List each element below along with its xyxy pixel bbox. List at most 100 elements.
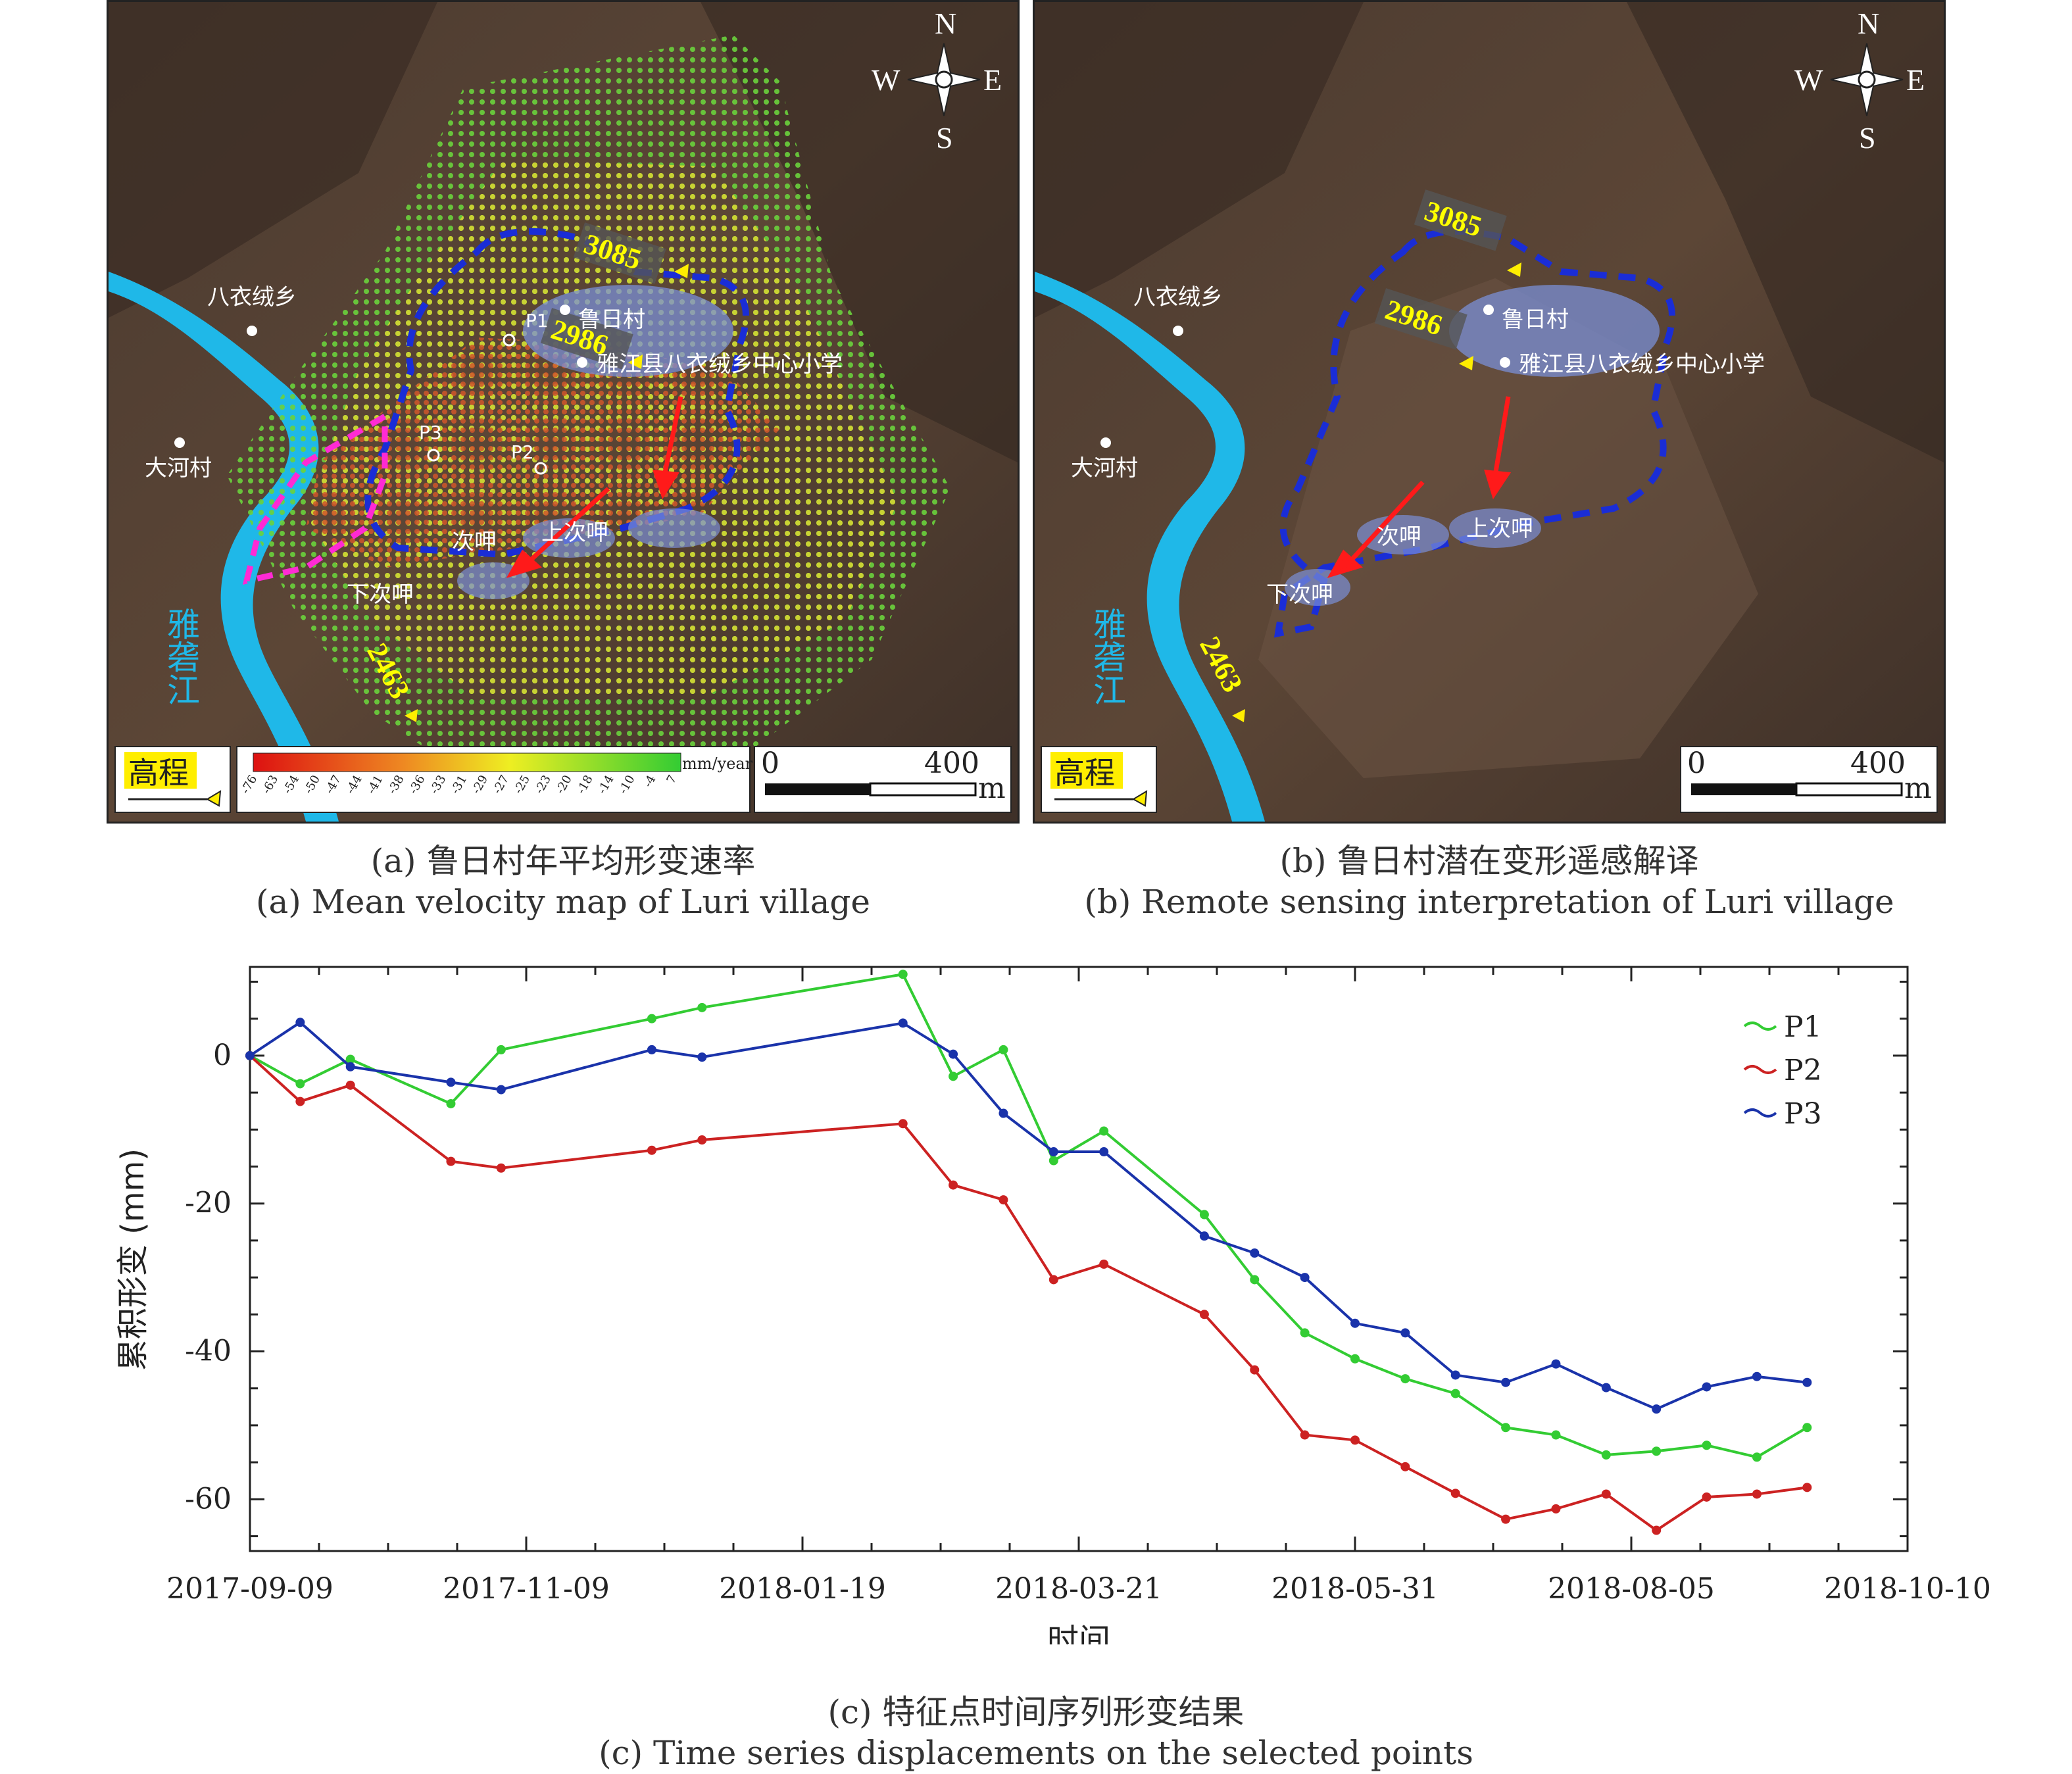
- data-point-p2: [295, 1096, 305, 1106]
- panel-b-map: 3085 2986 2463 八衣绒乡 大河村 鲁日村 雅江县八衣绒乡中心小学 …: [1033, 0, 1946, 824]
- data-point-p1: [949, 1072, 958, 1081]
- data-point-p3: [898, 1018, 908, 1028]
- elevation-legend-label: 高程: [1054, 755, 1115, 791]
- svg-text:E: E: [983, 63, 1002, 97]
- data-point-p1: [1601, 1450, 1611, 1460]
- compass-icon: N S E W: [1794, 7, 1925, 155]
- data-point-p3: [1400, 1328, 1410, 1338]
- data-point-p1: [647, 1014, 656, 1023]
- data-point-p1: [1300, 1328, 1310, 1338]
- data-point-p3: [295, 1018, 305, 1027]
- time-series-chart: 0 -20 -40 -60 2017-09-09 2017-11-09 2018-01-19…: [114, 966, 1991, 1659]
- caption-a-cn: (a) 鲁日村年平均形变速率: [370, 842, 756, 880]
- elevation-legend: 高程: [1041, 746, 1157, 813]
- x-tick-label: 2018-10-10: [1824, 1572, 1991, 1606]
- y-tick-label: 0: [213, 1039, 232, 1072]
- data-point-p3: [647, 1045, 656, 1054]
- elevation-legend-label: 高程: [128, 755, 189, 791]
- x-tick-label: 2018-05-31: [1271, 1572, 1439, 1606]
- legend-label-p2: P2: [1784, 1054, 1822, 1087]
- data-point-p2: [1199, 1310, 1209, 1319]
- data-point-p1: [1048, 1156, 1058, 1166]
- svg-text:雅砻江: 雅砻江: [1088, 607, 1126, 706]
- data-point-p3: [999, 1108, 1008, 1118]
- elevation-legend: 高程: [114, 746, 231, 813]
- data-point-p1: [697, 1002, 707, 1012]
- caption-b: (b) 鲁日村潜在变形遥感解译 (b) Remote sensing inter…: [1033, 841, 1946, 922]
- svg-text:0: 0: [1687, 747, 1706, 780]
- data-point-p3: [1099, 1147, 1109, 1157]
- x-tick-label: 2017-09-09: [166, 1572, 333, 1606]
- data-point-p3: [1802, 1377, 1812, 1387]
- data-point-p3: [1501, 1377, 1511, 1387]
- legend-label-p1: P1: [1784, 1010, 1822, 1044]
- data-point-p1: [1450, 1389, 1460, 1398]
- data-point-p3: [1652, 1404, 1662, 1414]
- place-label: 雅江县八衣绒乡中心小学: [1519, 351, 1765, 378]
- data-point-p2: [1450, 1489, 1460, 1498]
- svg-text:m: m: [978, 772, 1006, 805]
- data-point-p2: [697, 1135, 707, 1145]
- data-point-p3: [1601, 1383, 1611, 1392]
- data-point-p1: [1250, 1275, 1260, 1285]
- place-label: 下次呷: [1266, 581, 1333, 608]
- data-point-p2: [1350, 1435, 1360, 1445]
- data-point-p1: [1350, 1354, 1360, 1364]
- data-point-p3: [446, 1077, 456, 1087]
- point-label: P2: [511, 441, 534, 463]
- place-label: 八衣绒乡: [207, 284, 297, 310]
- svg-text:0: 0: [761, 747, 779, 780]
- x-tick-label: 2018-01-19: [719, 1572, 886, 1606]
- panel-a-map: 3085 2986 2463 八衣绒乡 大河村 鲁日村 雅江县八衣绒乡中心小学 …: [107, 0, 1020, 824]
- caption-a: (a) 鲁日村年平均形变速率 (a) Mean velocity map of …: [107, 841, 1020, 922]
- scale-bar: 0 400 m: [754, 746, 1012, 813]
- place-label: 大河村: [145, 455, 212, 481]
- place-label: 雅江县八衣绒乡中心小学: [597, 351, 843, 378]
- data-point-p2: [1551, 1504, 1561, 1514]
- place-label: 鲁日村: [1502, 307, 1569, 333]
- svg-text:S: S: [936, 121, 953, 155]
- data-point-p1: [1702, 1441, 1712, 1450]
- data-point-p2: [999, 1195, 1008, 1205]
- place-label: 大河村: [1071, 455, 1138, 481]
- plot-area: [249, 966, 1909, 1552]
- data-point-p2: [1601, 1489, 1611, 1499]
- y-tick-label: -20: [185, 1187, 232, 1220]
- legend-swatch-p2: [1743, 1065, 1777, 1074]
- x-tick-label: 2017-11-09: [443, 1572, 610, 1606]
- colorbar-legend: mm/year -76 -63 -54 -50 -47 -44 -41 -38 -36 -33 -3…: [236, 746, 753, 813]
- colorbar-unit: mm/year: [682, 754, 753, 773]
- place-label: 次呷: [1377, 524, 1421, 550]
- data-point-p3: [1551, 1359, 1561, 1369]
- point-label: P3: [419, 422, 442, 443]
- data-point-p2: [1048, 1275, 1058, 1285]
- movement-arrow: [1327, 396, 1512, 578]
- legend-swatch-p3: [1743, 1108, 1777, 1118]
- data-point-p3: [949, 1049, 958, 1059]
- data-point-p3: [1702, 1382, 1712, 1392]
- secondary-boundary: [242, 411, 388, 585]
- data-point-p3: [1300, 1273, 1310, 1283]
- y-tick-label: -40: [185, 1335, 232, 1368]
- svg-text:W: W: [1794, 63, 1823, 97]
- place-label: 鲁日村: [578, 307, 645, 333]
- svg-text:雅砻江: 雅砻江: [162, 607, 200, 706]
- data-point-p2: [949, 1180, 958, 1190]
- place-label: 八衣绒乡: [1133, 284, 1223, 310]
- data-point-p3: [496, 1085, 506, 1095]
- data-point-p3: [1048, 1147, 1058, 1157]
- data-point-p1: [345, 1054, 355, 1064]
- place-label: 上次呷: [1466, 516, 1533, 542]
- place-label: 下次呷: [347, 581, 414, 608]
- data-point-p1: [1802, 1423, 1812, 1433]
- svg-text:E: E: [1906, 63, 1925, 97]
- data-point-p3: [1250, 1248, 1260, 1258]
- scale-bar: 0 400 m: [1680, 746, 1938, 813]
- svg-text:m: m: [1904, 772, 1932, 805]
- svg-text:400: 400: [924, 747, 979, 780]
- x-tick-label: 2018-03-21: [995, 1572, 1162, 1606]
- data-point-p2: [1501, 1514, 1511, 1524]
- data-point-p2: [1702, 1492, 1712, 1502]
- data-point-p3: [245, 1050, 255, 1060]
- data-point-p1: [1400, 1374, 1410, 1384]
